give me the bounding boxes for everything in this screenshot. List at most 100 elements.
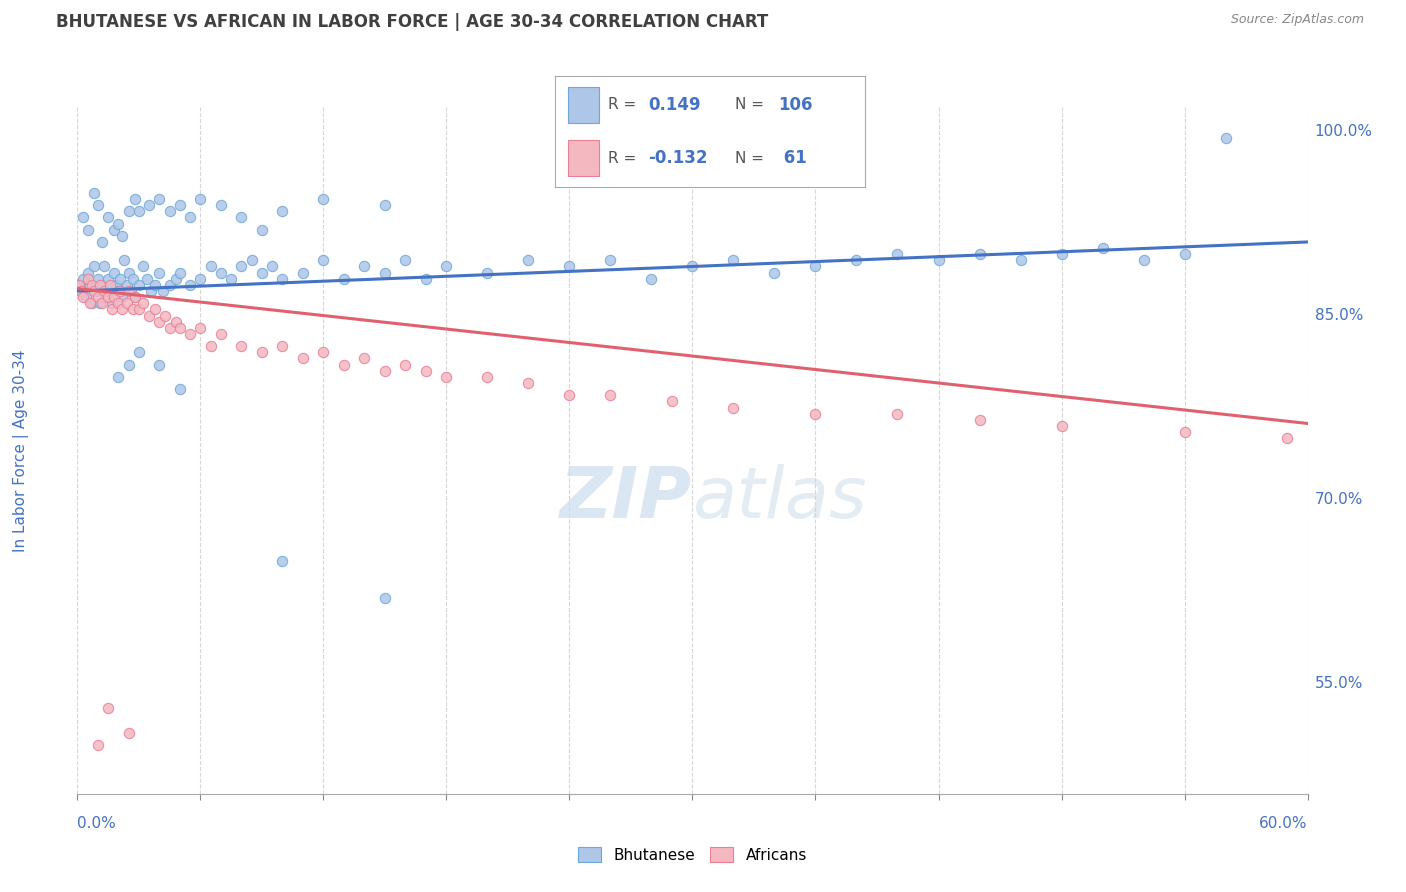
Point bbox=[72, 211, 94, 225]
Text: 61: 61 bbox=[778, 149, 807, 168]
Point bbox=[103, 266, 125, 280]
Point bbox=[415, 272, 437, 286]
Point bbox=[159, 204, 181, 219]
Point bbox=[128, 302, 150, 317]
Point bbox=[97, 701, 120, 715]
Point bbox=[374, 198, 396, 212]
Text: ZIP: ZIP bbox=[560, 464, 693, 533]
Point bbox=[89, 296, 111, 310]
Text: 55.0%: 55.0% bbox=[1315, 676, 1362, 691]
Text: -0.132: -0.132 bbox=[648, 149, 707, 168]
Text: 70.0%: 70.0% bbox=[1315, 492, 1362, 507]
Point bbox=[87, 272, 110, 286]
Point bbox=[209, 326, 232, 341]
Point bbox=[271, 554, 294, 568]
Point bbox=[312, 253, 335, 268]
Point bbox=[250, 345, 273, 359]
Point bbox=[179, 326, 201, 341]
Point bbox=[250, 266, 273, 280]
Point bbox=[1132, 253, 1154, 268]
Point bbox=[128, 277, 150, 292]
Point bbox=[117, 284, 139, 298]
Point bbox=[312, 192, 335, 206]
Point bbox=[169, 321, 191, 335]
Point bbox=[117, 204, 139, 219]
Point bbox=[103, 290, 125, 304]
Text: BHUTANESE VS AFRICAN IN LABOR FORCE | AGE 30-34 CORRELATION CHART: BHUTANESE VS AFRICAN IN LABOR FORCE | AG… bbox=[56, 13, 769, 31]
Point bbox=[107, 217, 129, 231]
Point bbox=[132, 260, 155, 274]
Point bbox=[517, 253, 540, 268]
Point bbox=[415, 364, 437, 378]
Point bbox=[97, 211, 120, 225]
Point bbox=[640, 272, 662, 286]
Point bbox=[80, 277, 103, 292]
Text: R =: R = bbox=[607, 151, 641, 166]
Point bbox=[558, 260, 581, 274]
Text: 0.0%: 0.0% bbox=[77, 816, 117, 831]
Point bbox=[148, 358, 170, 372]
Point bbox=[169, 198, 191, 212]
Point bbox=[101, 296, 124, 310]
Point bbox=[143, 277, 166, 292]
Point bbox=[394, 253, 416, 268]
Point bbox=[1174, 425, 1197, 439]
Point bbox=[152, 284, 174, 298]
Bar bbox=[568, 87, 599, 122]
Point bbox=[124, 192, 146, 206]
Point bbox=[219, 272, 242, 286]
Point bbox=[682, 260, 704, 274]
Point bbox=[79, 296, 101, 310]
Point bbox=[886, 247, 908, 261]
Point bbox=[188, 321, 212, 335]
Point bbox=[155, 309, 177, 323]
Point bbox=[148, 192, 170, 206]
Point bbox=[271, 339, 294, 353]
Text: In Labor Force | Age 30-34: In Labor Force | Age 30-34 bbox=[13, 349, 30, 552]
Point bbox=[120, 284, 142, 298]
Point bbox=[97, 290, 120, 304]
Point bbox=[115, 296, 138, 310]
Point bbox=[115, 277, 138, 292]
Point bbox=[148, 315, 170, 329]
Point bbox=[517, 376, 540, 390]
Point bbox=[111, 228, 134, 243]
Point bbox=[94, 290, 117, 304]
Point bbox=[723, 401, 745, 415]
Point bbox=[477, 369, 499, 384]
Point bbox=[83, 284, 105, 298]
Point bbox=[250, 222, 273, 236]
Point bbox=[75, 290, 97, 304]
Point bbox=[72, 290, 94, 304]
Text: 106: 106 bbox=[778, 95, 813, 114]
Point bbox=[70, 284, 93, 298]
Point bbox=[231, 211, 253, 225]
Point bbox=[89, 277, 111, 292]
Point bbox=[87, 738, 110, 752]
Point bbox=[132, 296, 155, 310]
Point bbox=[87, 290, 110, 304]
Point bbox=[136, 272, 159, 286]
Point bbox=[67, 277, 90, 292]
Point bbox=[200, 339, 222, 353]
Point bbox=[723, 253, 745, 268]
Point bbox=[124, 290, 146, 304]
Point bbox=[80, 296, 103, 310]
Point bbox=[159, 321, 181, 335]
Point bbox=[90, 277, 114, 292]
Point bbox=[76, 222, 98, 236]
Point bbox=[661, 394, 683, 409]
Point bbox=[107, 296, 129, 310]
Point bbox=[477, 266, 499, 280]
Text: N =: N = bbox=[735, 151, 763, 166]
Point bbox=[90, 235, 114, 249]
Point bbox=[804, 260, 827, 274]
Point bbox=[117, 358, 139, 372]
Text: 85.0%: 85.0% bbox=[1315, 308, 1362, 323]
Point bbox=[374, 266, 396, 280]
Point bbox=[103, 222, 125, 236]
Point bbox=[128, 204, 150, 219]
Point bbox=[93, 284, 115, 298]
Point bbox=[200, 260, 222, 274]
Point bbox=[121, 302, 143, 317]
